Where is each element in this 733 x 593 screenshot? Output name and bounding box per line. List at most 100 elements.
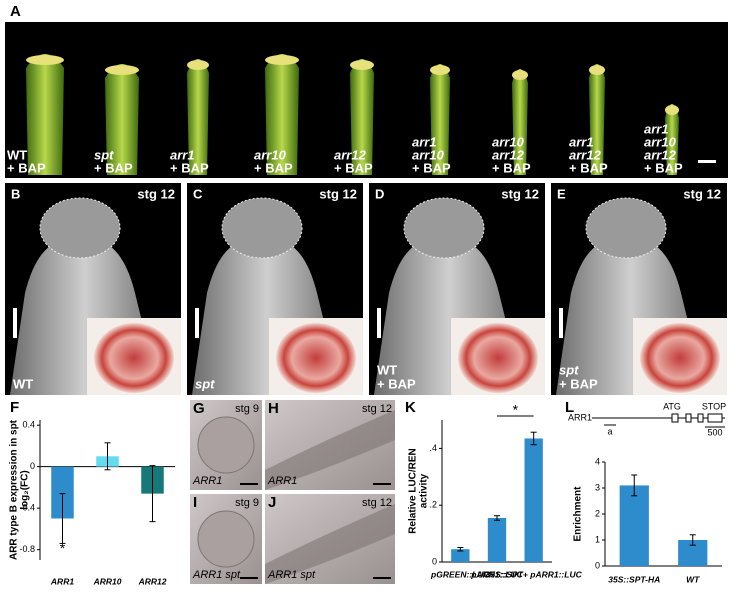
genotype-label: arr1 [170, 147, 195, 162]
stage-label: stg 12 [362, 403, 392, 415]
stigma-papillae [39, 197, 121, 259]
genotype-label: arr10 [412, 147, 445, 162]
stigma [26, 55, 64, 65]
genotype-label: arr12 [334, 147, 367, 162]
scale-bar [13, 308, 17, 338]
exon [707, 413, 723, 423]
y-tick-label: -0.8 [19, 544, 35, 554]
scale-bar [240, 483, 258, 485]
exon [685, 413, 692, 423]
x-tick-label: 35S::SPT+ pARR1::LUC [486, 569, 583, 579]
panel-label: C [193, 186, 203, 201]
x-tick-label: pGREEN::LUC [430, 569, 490, 579]
panel-label: D [375, 186, 384, 201]
section-inset [94, 323, 174, 393]
genotype-label: arr10 [644, 134, 677, 149]
scale-bar [377, 308, 381, 338]
genotype-label: + BAP [7, 160, 46, 175]
genotype-label: WT [13, 376, 33, 391]
y-axis-label: Relative LUC/REN [408, 448, 419, 534]
genotype-label: + BAP [254, 160, 293, 175]
genotype-label: arr12 [644, 147, 677, 162]
panel-label: B [11, 186, 20, 201]
x-tick-label: pARR1::LUC [470, 569, 523, 579]
y-tick-label: 1 [595, 534, 600, 544]
stage-label: stg 12 [362, 497, 392, 509]
bar [451, 549, 470, 562]
y-axis-label: activity [419, 473, 430, 508]
panel-label: E [557, 186, 566, 201]
stage-label: stg 9 [235, 497, 259, 509]
genotype-label: spt [94, 147, 114, 162]
tissue [197, 510, 255, 568]
scale-bar [559, 308, 563, 338]
panel-label: I [193, 494, 197, 511]
amplicon-label: a [607, 426, 612, 436]
stage-label: stg 12 [319, 186, 357, 201]
stigma [430, 65, 450, 75]
y-tick-label: 0 [30, 461, 35, 471]
scale-bar [195, 308, 199, 338]
panel-label: A [10, 3, 21, 20]
scale-bar [240, 577, 258, 579]
section-inset [276, 323, 356, 393]
bar [619, 485, 649, 566]
probe-label: ARR1 [267, 475, 297, 487]
y-tick-label: 0 [432, 556, 437, 566]
stigma [105, 65, 139, 75]
flower-photo [26, 54, 64, 175]
flower-photo [105, 64, 139, 175]
tissue [265, 504, 395, 584]
genotype-label: arr10 [254, 147, 287, 162]
bar [487, 517, 507, 562]
genotype-label: + BAP [644, 160, 683, 175]
stigma [187, 60, 209, 70]
stigma [665, 105, 679, 115]
y-tick-label: 0.4 [22, 420, 35, 430]
bar [51, 466, 74, 519]
section-inset [458, 323, 538, 393]
genotype-label: WT [7, 147, 27, 162]
tissue [197, 416, 255, 474]
tissue [265, 410, 395, 490]
genotype-label: + BAP [94, 160, 133, 175]
panel-label: H [268, 400, 279, 417]
stigma-papillae [403, 197, 485, 259]
stigma [350, 60, 374, 70]
genotype-label: + BAP [170, 160, 209, 175]
x-tick-label: ARR10 [93, 576, 122, 586]
stop-codon: STOP [702, 401, 726, 411]
x-tick-label: ARR12 [138, 576, 167, 586]
x-tick-label: ARR1 [50, 576, 74, 586]
stigma [512, 70, 528, 80]
stigma [265, 55, 299, 65]
panel-label: J [268, 494, 276, 511]
stigma-papillae [585, 197, 667, 259]
significance: * [60, 540, 66, 556]
scale-bar [698, 160, 716, 163]
probe-label: ARR1 spt [267, 569, 316, 581]
panel-label: L [565, 399, 574, 416]
y-axis-label: Enrichment [573, 486, 584, 542]
y-tick-label: 4 [595, 456, 600, 466]
stigma-papillae [221, 197, 303, 259]
stage-label: stg 9 [235, 403, 259, 415]
stage-label: stg 12 [501, 186, 539, 201]
stage-label: stg 12 [683, 186, 721, 201]
scale-bar [373, 483, 391, 485]
scale-label: 500 [707, 427, 722, 437]
probe-label: ARR1 spt [192, 569, 241, 581]
y-tick-label: .4 [429, 443, 437, 453]
flower-photo [265, 54, 299, 175]
probe-label: ARR1 [192, 475, 222, 487]
stage-label: stg 12 [137, 186, 175, 201]
flower-photo [350, 59, 374, 175]
panel-label: G [193, 400, 205, 417]
y-tick-label: 0 [595, 560, 600, 570]
genotype-label: spt [195, 376, 215, 391]
y-axis-label: ARR type B expression in spt [9, 419, 20, 560]
genotype-label: WT [377, 362, 397, 377]
y-tick-label: 3 [595, 482, 600, 492]
scale-bar [373, 577, 391, 579]
